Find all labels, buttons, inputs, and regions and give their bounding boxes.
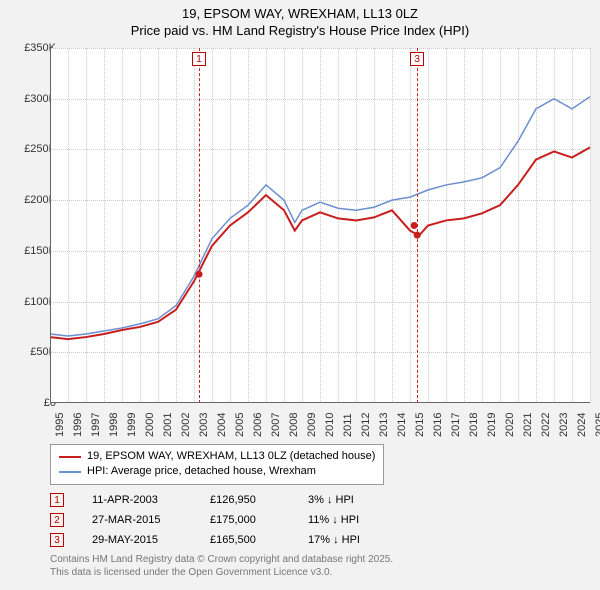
x-tick-label: 2016	[432, 413, 444, 437]
tx-diff: 3% ↓ HPI	[308, 494, 408, 506]
tx-price: £165,500	[210, 534, 280, 546]
tx-date: 27-MAR-2015	[92, 514, 182, 526]
y-tick-label: £0	[6, 397, 56, 409]
x-tick-label: 2010	[324, 413, 336, 437]
plot-area: 13	[50, 48, 590, 403]
legend-label: HPI: Average price, detached house, Wrex…	[87, 464, 316, 479]
y-tick-label: £250K	[6, 143, 56, 155]
x-tick-label: 2006	[252, 413, 264, 437]
tx-diff: 11% ↓ HPI	[308, 514, 408, 526]
x-tick-label: 2024	[576, 413, 588, 437]
title-line2: Price paid vs. HM Land Registry's House …	[0, 23, 600, 40]
x-tick-label: 2004	[216, 413, 228, 437]
y-tick-label: £150K	[6, 245, 56, 257]
series-hpi	[50, 97, 590, 336]
chart-container: 19, EPSOM WAY, WREXHAM, LL13 0LZ Price p…	[0, 0, 600, 590]
title-line1: 19, EPSOM WAY, WREXHAM, LL13 0LZ	[0, 6, 600, 23]
transaction-table: 1 11-APR-2003 £126,950 3% ↓ HPI 2 27-MAR…	[50, 490, 408, 550]
sale-marker-line	[199, 48, 200, 403]
x-tick-label: 2011	[342, 413, 354, 437]
y-tick-label: £50K	[6, 346, 56, 358]
x-tick-label: 2002	[180, 413, 192, 437]
x-tick-label: 2021	[522, 413, 534, 437]
x-tick-label: 2022	[540, 413, 552, 437]
table-row: 2 27-MAR-2015 £175,000 11% ↓ HPI	[50, 510, 408, 530]
chart-title: 19, EPSOM WAY, WREXHAM, LL13 0LZ Price p…	[0, 0, 600, 40]
legend-label: 19, EPSOM WAY, WREXHAM, LL13 0LZ (detach…	[87, 449, 375, 464]
tx-marker-icon: 2	[50, 513, 64, 527]
tx-marker-icon: 3	[50, 533, 64, 547]
sale-marker-box: 3	[410, 52, 424, 66]
y-tick-label: £300K	[6, 93, 56, 105]
x-tick-label: 2017	[450, 413, 462, 437]
legend: 19, EPSOM WAY, WREXHAM, LL13 0LZ (detach…	[50, 444, 384, 485]
x-tick-label: 1998	[108, 413, 120, 437]
x-tick-label: 2013	[378, 413, 390, 437]
x-tick-label: 2025	[594, 413, 600, 437]
y-tick-label: £100K	[6, 296, 56, 308]
tx-date: 29-MAY-2015	[92, 534, 182, 546]
sale-marker-box: 1	[192, 52, 206, 66]
series-property	[50, 147, 590, 339]
x-tick-label: 2015	[414, 413, 426, 437]
x-tick-label: 2000	[144, 413, 156, 437]
x-tick-label: 2014	[396, 413, 408, 437]
x-tick-label: 2008	[288, 413, 300, 437]
tx-diff: 17% ↓ HPI	[308, 534, 408, 546]
footer-attribution: Contains HM Land Registry data © Crown c…	[50, 553, 393, 579]
legend-item: 19, EPSOM WAY, WREXHAM, LL13 0LZ (detach…	[59, 449, 375, 464]
x-tick-label: 2007	[270, 413, 282, 437]
legend-swatch	[59, 456, 81, 458]
footer-line2: This data is licensed under the Open Gov…	[50, 566, 393, 579]
x-tick-label: 2012	[360, 413, 372, 437]
x-tick-label: 2003	[198, 413, 210, 437]
x-tick-label: 2009	[306, 413, 318, 437]
tx-date: 11-APR-2003	[92, 494, 182, 506]
x-tick-label: 2023	[558, 413, 570, 437]
x-tick-label: 1996	[72, 413, 84, 437]
x-tick-label: 2020	[504, 413, 516, 437]
x-tick-label: 2019	[486, 413, 498, 437]
x-tick-label: 1999	[126, 413, 138, 437]
x-tick-label: 2005	[234, 413, 246, 437]
tx-price: £126,950	[210, 494, 280, 506]
sale-marker-line	[417, 48, 418, 403]
tx-price: £175,000	[210, 514, 280, 526]
x-tick-label: 1997	[90, 413, 102, 437]
legend-item: HPI: Average price, detached house, Wrex…	[59, 464, 375, 479]
table-row: 3 29-MAY-2015 £165,500 17% ↓ HPI	[50, 530, 408, 550]
line-series	[50, 48, 590, 403]
y-tick-label: £350K	[6, 42, 56, 54]
footer-line1: Contains HM Land Registry data © Crown c…	[50, 553, 393, 566]
x-tick-label: 2018	[468, 413, 480, 437]
x-tick-label: 2001	[162, 413, 174, 437]
legend-swatch	[59, 471, 81, 473]
x-tick-label: 1995	[54, 413, 66, 437]
table-row: 1 11-APR-2003 £126,950 3% ↓ HPI	[50, 490, 408, 510]
y-tick-label: £200K	[6, 194, 56, 206]
tx-marker-icon: 1	[50, 493, 64, 507]
